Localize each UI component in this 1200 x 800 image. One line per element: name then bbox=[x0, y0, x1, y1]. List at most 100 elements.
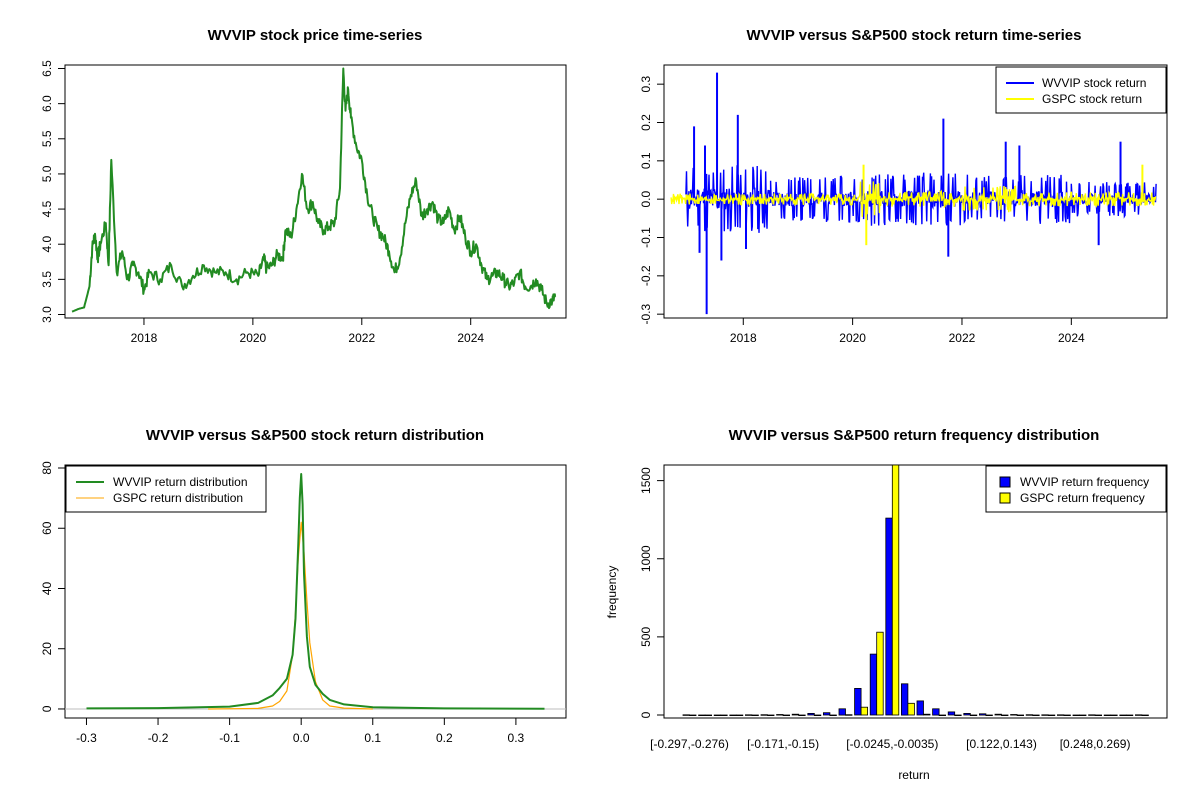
bar-gspc bbox=[876, 631, 884, 716]
bar-wvvip bbox=[807, 713, 815, 716]
x-tick-label: 2020 bbox=[839, 331, 866, 345]
bar-wvvip bbox=[947, 711, 956, 716]
x-tick-label: 2018 bbox=[131, 331, 158, 345]
bar-wvvip bbox=[729, 714, 737, 717]
bar-wvvip bbox=[698, 714, 706, 717]
bar-wvvip bbox=[1025, 714, 1034, 716]
bar-gspc bbox=[767, 714, 775, 717]
legend-label-gspc: GSPC return distribution bbox=[113, 491, 243, 505]
axes: [-0.297,-0.276) [-0.171,-0.15) [-0.0245,-0… bbox=[639, 467, 1130, 751]
panel-return-timeseries: WVVIP versus S&P500 stock return time-se… bbox=[639, 27, 1168, 345]
x-tick-label: 0.1 bbox=[364, 731, 381, 745]
x-tick-label: -0.1 bbox=[219, 731, 240, 745]
bar-wvvip bbox=[1010, 714, 1018, 716]
bar-wvvip bbox=[1103, 714, 1112, 717]
price-line-group bbox=[71, 67, 557, 313]
legend: WVVIP return frequency GSPC return frequ… bbox=[985, 465, 1167, 513]
bar-group bbox=[682, 464, 1149, 717]
y-tick-label: 4.0 bbox=[40, 236, 54, 253]
return-line-gspc bbox=[670, 181, 1157, 218]
y-tick-label: -0.2 bbox=[639, 265, 653, 286]
x-tick-label: 2018 bbox=[730, 331, 757, 345]
x-axis-label: return bbox=[898, 768, 929, 782]
legend-label-wvvip: WVVIP return distribution bbox=[113, 475, 248, 489]
legend-box bbox=[985, 465, 1167, 513]
bar-gspc bbox=[689, 714, 697, 717]
y-tick-label: 1000 bbox=[639, 545, 653, 572]
legend: WVVIP stock return GSPC stock return bbox=[995, 66, 1167, 114]
y-tick-label: 20 bbox=[40, 642, 54, 656]
x-tick-label: 2022 bbox=[348, 331, 375, 345]
bar-gspc bbox=[751, 714, 759, 717]
y-tick-label: 0 bbox=[639, 711, 653, 718]
y-tick-label: 40 bbox=[40, 581, 54, 595]
y-tick-label: 5.5 bbox=[40, 130, 54, 147]
x-tick-label: 2024 bbox=[1058, 331, 1085, 345]
y-tick-label: 6.5 bbox=[40, 60, 54, 77]
bar-wvvip bbox=[1119, 714, 1127, 717]
x-tick-label: 2022 bbox=[949, 331, 976, 345]
x-category-label: [-0.297,-0.276) bbox=[650, 737, 729, 751]
x-category-label: [-0.0245,-0.0035) bbox=[846, 737, 938, 751]
chart-title: WVVIP versus S&P500 stock return time-se… bbox=[747, 27, 1082, 44]
bar-wvvip bbox=[854, 688, 862, 716]
axes: 2018 2020 2022 2024 3.0 3.5 4.0 4.5 5.0 5.5 6.0 6.5 bbox=[40, 60, 484, 345]
density-line-wvvip bbox=[86, 473, 545, 710]
bar-wvvip bbox=[932, 708, 940, 716]
legend-box bbox=[65, 465, 267, 513]
bar-wvvip bbox=[1135, 714, 1143, 716]
bar-wvvip bbox=[963, 713, 971, 716]
bar-wvvip bbox=[885, 517, 893, 716]
bar-gspc bbox=[798, 714, 806, 717]
y-tick-label: 4.5 bbox=[40, 200, 54, 217]
legend-swatch-gspc bbox=[999, 492, 1011, 504]
plot-frame bbox=[663, 64, 1168, 319]
bar-gspc bbox=[1141, 714, 1149, 717]
bar-wvvip bbox=[1041, 714, 1049, 716]
bar-gspc bbox=[1079, 714, 1087, 717]
chart-title: WVVIP versus S&P500 stock return distrib… bbox=[146, 427, 484, 444]
density-group bbox=[65, 473, 566, 710]
bar-wvvip bbox=[682, 714, 690, 716]
bar-gspc bbox=[720, 714, 728, 717]
legend: WVVIP return distribution GSPC return di… bbox=[65, 465, 267, 513]
x-category-label: [0.122,0.143) bbox=[966, 737, 1037, 751]
y-tick-label: 0.2 bbox=[639, 114, 653, 131]
panel-return-frequency: WVVIP versus S&P500 return frequency dis… bbox=[605, 427, 1168, 782]
x-category-label: [-0.171,-0.15) bbox=[747, 737, 819, 751]
bar-gspc bbox=[954, 714, 962, 717]
bar-gspc bbox=[1125, 714, 1134, 717]
bar-wvvip bbox=[916, 700, 924, 716]
bar-wvvip bbox=[776, 714, 784, 716]
y-tick-label: 60 bbox=[40, 521, 54, 535]
panel-return-distribution: WVVIP versus S&P500 stock return distrib… bbox=[40, 427, 567, 745]
x-tick-label: 2020 bbox=[240, 331, 267, 345]
y-tick-label: 5.0 bbox=[40, 165, 54, 182]
bar-wvvip bbox=[791, 713, 800, 716]
bar-gspc bbox=[813, 714, 822, 717]
bar-gspc bbox=[782, 714, 790, 717]
bar-gspc bbox=[1047, 714, 1056, 717]
bar-wvvip bbox=[823, 712, 831, 716]
x-tick-label: 0.3 bbox=[508, 731, 525, 745]
density-line-gspc bbox=[208, 521, 373, 710]
x-tick-label: -0.3 bbox=[76, 731, 97, 745]
return-series-group bbox=[670, 72, 1157, 315]
bar-gspc bbox=[860, 706, 868, 716]
panel-price-timeseries: WVVIP stock price time-series 2018 2020 20… bbox=[40, 27, 567, 345]
bar-gspc bbox=[845, 714, 853, 716]
x-tick-label: 0.0 bbox=[293, 731, 310, 745]
plot-frame bbox=[64, 64, 567, 319]
bar-gspc bbox=[1032, 714, 1040, 717]
chart-title: WVVIP stock price time-series bbox=[208, 27, 423, 44]
axes: 2018 2020 2022 2024 -0.3 -0.2 -0.1 0.0 0.1 0.2 0.3 bbox=[639, 76, 1085, 345]
bar-wvvip bbox=[1057, 714, 1065, 716]
y-axis-label: frequency bbox=[605, 566, 619, 619]
chart-title: WVVIP versus S&P500 return frequency dis… bbox=[729, 427, 1100, 444]
legend-swatch-wvvip bbox=[999, 476, 1011, 488]
bar-gspc bbox=[907, 702, 915, 716]
price-line bbox=[71, 67, 557, 313]
bar-gspc bbox=[985, 714, 993, 717]
y-tick-label: 80 bbox=[40, 461, 54, 475]
